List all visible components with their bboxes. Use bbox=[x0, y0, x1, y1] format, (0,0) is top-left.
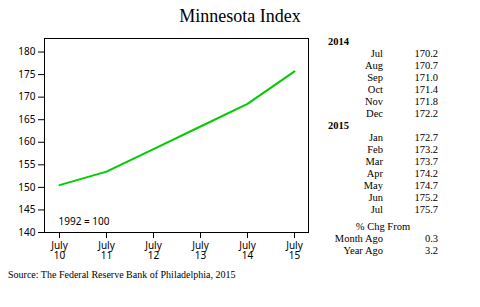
html-text:Oct: Oct bbox=[367, 84, 383, 95]
html-text:Year Ago: Year Ago bbox=[343, 245, 383, 256]
svg-text:140: 140 bbox=[18, 225, 35, 239]
svg-text:165: 165 bbox=[18, 112, 35, 126]
html-text:2014: 2014 bbox=[328, 36, 349, 47]
html-text:173.2: 173.2 bbox=[414, 144, 438, 155]
svg-text:155: 155 bbox=[18, 157, 35, 171]
html-text:Month Ago: Month Ago bbox=[334, 233, 383, 244]
html-text:172.7: 172.7 bbox=[414, 132, 438, 143]
html-text:174.7: 174.7 bbox=[414, 180, 438, 191]
html-text:Sep: Sep bbox=[367, 72, 383, 83]
html-text:Source: The Federal Reserve Ba: Source: The Federal Reserve Bank of Phil… bbox=[8, 269, 236, 280]
svg-text:170: 170 bbox=[18, 89, 35, 103]
html-text:Minnesota Index: Minnesota Index bbox=[179, 6, 301, 26]
svg-text:160: 160 bbox=[18, 134, 35, 148]
html-text:% Chg From: % Chg From bbox=[355, 221, 411, 232]
html-text:Jul: Jul bbox=[370, 48, 383, 59]
html-text:171.0: 171.0 bbox=[414, 72, 438, 83]
svg-text:July11: July11 bbox=[97, 238, 115, 262]
svg-text:180: 180 bbox=[18, 44, 35, 58]
svg-text:July15: July15 bbox=[285, 238, 303, 262]
html-text:Apr: Apr bbox=[366, 168, 383, 179]
html-text:175.2: 175.2 bbox=[414, 192, 438, 203]
html-text:0.3: 0.3 bbox=[424, 233, 438, 244]
svg-text:150: 150 bbox=[18, 180, 35, 194]
html-text:174.2: 174.2 bbox=[414, 168, 438, 179]
svg-text:145: 145 bbox=[18, 202, 35, 216]
html-text:170.7: 170.7 bbox=[414, 60, 438, 71]
html-text:Jan: Jan bbox=[369, 132, 383, 143]
html-text:172.2: 172.2 bbox=[414, 108, 438, 119]
html-text:Jun: Jun bbox=[368, 192, 383, 203]
html-text:Aug: Aug bbox=[364, 60, 383, 71]
html-text:2015: 2015 bbox=[328, 120, 349, 131]
svg-text:1992 = 100: 1992 = 100 bbox=[59, 214, 110, 228]
svg-text:July14: July14 bbox=[238, 238, 256, 262]
html-text:May: May bbox=[363, 180, 383, 191]
html-text:Nov: Nov bbox=[364, 96, 383, 107]
svg-text:July12: July12 bbox=[144, 238, 162, 262]
html-text:3.2: 3.2 bbox=[424, 245, 438, 256]
html-text:171.8: 171.8 bbox=[414, 96, 438, 107]
html-text:175.7: 175.7 bbox=[414, 204, 438, 215]
html-text:Dec: Dec bbox=[366, 108, 383, 119]
html-text:Feb: Feb bbox=[367, 144, 383, 155]
svg-text:July10: July10 bbox=[50, 238, 68, 262]
html-text:171.4: 171.4 bbox=[414, 84, 438, 95]
html-text:Jul: Jul bbox=[370, 204, 383, 215]
svg-text:175: 175 bbox=[18, 67, 35, 81]
svg-text:July13: July13 bbox=[191, 238, 209, 262]
html-text:Mar: Mar bbox=[365, 156, 383, 167]
html-text:173.7: 173.7 bbox=[414, 156, 438, 167]
html-text:170.2: 170.2 bbox=[414, 48, 438, 59]
